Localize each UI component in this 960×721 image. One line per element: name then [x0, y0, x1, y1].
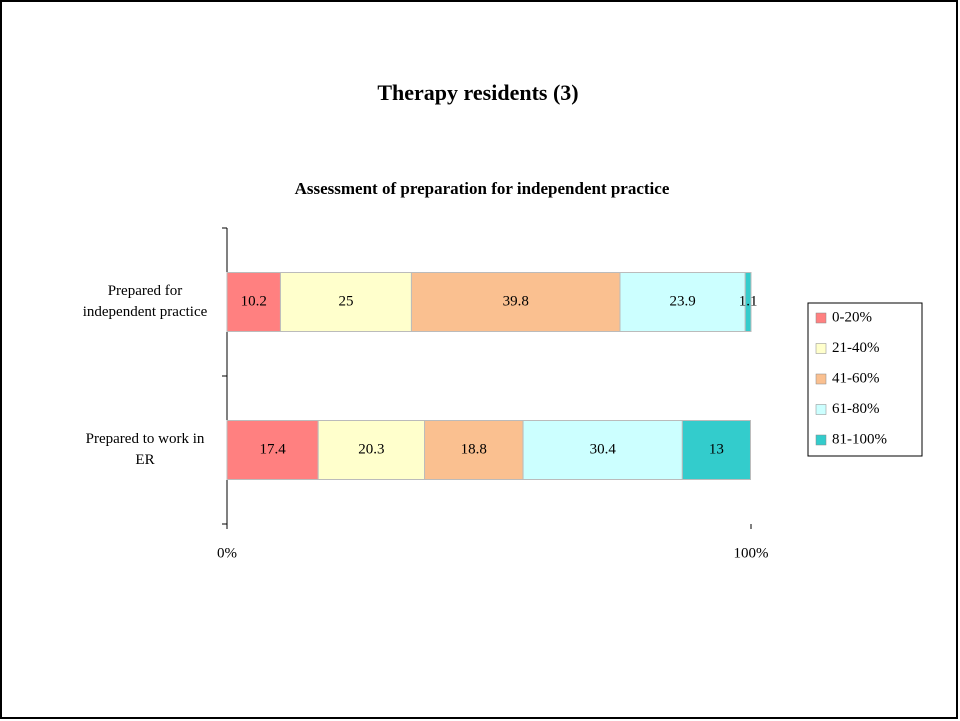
- data-label: 39.8: [503, 293, 529, 309]
- bar-segment: [279, 272, 412, 332]
- category-label: Prepared to work in ER: [85, 431, 205, 468]
- data-label: 23.9: [669, 293, 695, 309]
- legend-label: 61-80%: [832, 401, 880, 417]
- legend-swatch: [815, 312, 827, 324]
- bar-segment: [681, 420, 751, 480]
- bar-segment: [317, 420, 426, 480]
- legend-label: 41-60%: [832, 370, 880, 386]
- category-label: Prepared for independent practice: [82, 283, 208, 320]
- x-tick-label: 100%: [734, 545, 769, 561]
- legend-swatch: [815, 434, 827, 446]
- data-label: 1.1: [739, 293, 758, 309]
- data-label: 10.2: [241, 293, 267, 309]
- legend-swatch: [815, 373, 827, 385]
- legend-swatch: [815, 343, 827, 354]
- data-label: 17.4: [259, 441, 286, 457]
- bar-segment: [410, 272, 621, 332]
- legend-swatch: [815, 404, 827, 415]
- legend-label: 0-20%: [832, 309, 872, 325]
- data-label: 20.3: [358, 441, 384, 457]
- bar-segment: [744, 272, 752, 332]
- legend-label: 81-100%: [832, 431, 887, 447]
- slide-title: Therapy residents (3): [377, 80, 578, 105]
- x-tick-label: 0%: [217, 545, 237, 561]
- bar-segment: [226, 420, 319, 480]
- data-label: 25: [338, 293, 353, 309]
- legend-label: 21-40%: [832, 340, 880, 356]
- data-label: 30.4: [590, 441, 617, 457]
- chart-title: Assessment of preparation for independen…: [295, 179, 670, 198]
- bar-segment: [522, 420, 683, 480]
- bar-segment: [619, 272, 746, 332]
- legend-box: [807, 302, 923, 457]
- data-label: 18.8: [461, 441, 487, 457]
- data-label: 13: [709, 441, 724, 457]
